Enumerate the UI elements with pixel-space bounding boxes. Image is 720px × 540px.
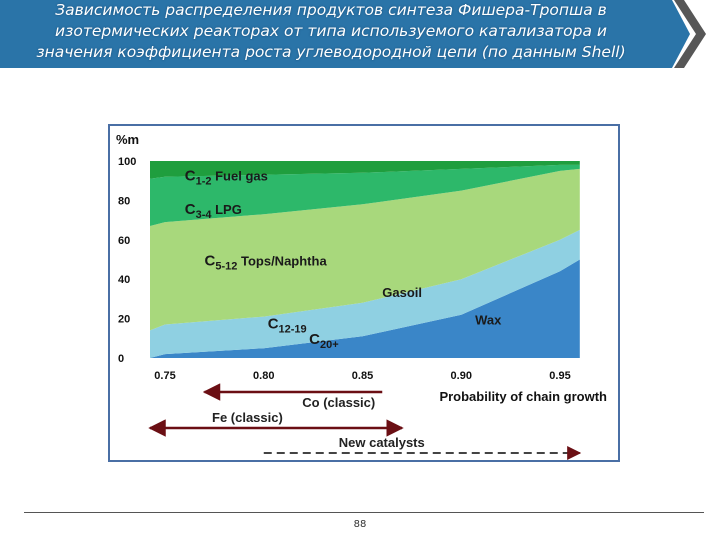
y-tick-label: 60 [118, 235, 130, 247]
chain-growth-chart: %m 100 80 60 40 20 0 0.75 0.80 0.85 0.90 0.95 Probab… [116, 132, 607, 460]
title-banner: Зависимость распределения продуктов синт… [0, 0, 720, 68]
band-label: Wax [475, 313, 502, 328]
footer-divider [24, 512, 704, 513]
band-label: C1-2 Fuel gas [185, 168, 268, 188]
band-c3-4 [150, 164, 580, 226]
band-c1-2 [150, 161, 580, 179]
y-tick-label: 80 [118, 195, 130, 207]
x-tick-label: 0.75 [154, 370, 175, 382]
x-tick-label: 0.95 [549, 370, 570, 382]
band-c12-19 [150, 229, 580, 358]
slide-title-line-2: изотермических реакторах от типа использ… [55, 22, 607, 40]
x-tick-label: 0.80 [253, 370, 274, 382]
band-label: Gasoil [382, 285, 422, 300]
band-label: C20+ [309, 331, 339, 351]
banner-shape [0, 0, 706, 68]
catalyst-label: Fe (classic) [212, 410, 283, 425]
catalyst-label: New catalysts [339, 435, 425, 450]
x-tick-label: 0.90 [451, 370, 472, 382]
band-c5-12 [150, 168, 580, 331]
y-tick-label: 40 [118, 274, 130, 286]
catalyst-label: Co (classic) [302, 395, 375, 410]
x-axis-title: Probability of chain growth [439, 389, 607, 404]
band-label: C3-4 LPG [185, 201, 242, 221]
y-tick-label: 100 [118, 156, 136, 168]
band-c20 [150, 259, 580, 358]
x-tick-label: 0.85 [352, 370, 373, 382]
slide-title: Зависимость распределения продуктов синт… [6, 0, 656, 63]
chart-frame: %m 100 80 60 40 20 0 0.75 0.80 0.85 0.90 0.95 Probab… [108, 124, 620, 462]
band-label: C12-19 [268, 315, 307, 335]
slide-title-line-1: Зависимость распределения продуктов синт… [55, 1, 607, 19]
slide-title-line-3: значения коэффициента роста углеводородн… [36, 43, 626, 61]
band-label: C5-12 Tops/Naphtha [205, 252, 328, 272]
y-tick-label: 20 [118, 314, 130, 326]
y-tick-label: 0 [118, 353, 124, 365]
page-number: 88 [353, 519, 367, 530]
y-axis-title: %m [116, 132, 139, 147]
